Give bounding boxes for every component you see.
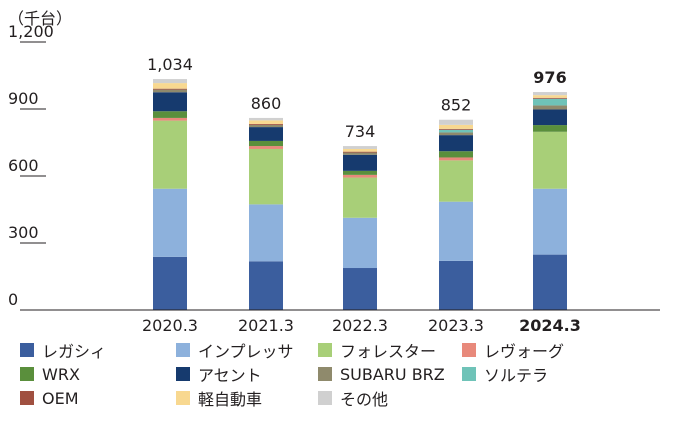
x-axis: 2020.3 2021.3 2022.3 2023.3 2024.3 [20, 309, 660, 335]
bar-segment [249, 123, 283, 125]
y-tick-label: 900 [8, 89, 39, 108]
unit-label: （千台） [8, 9, 72, 28]
bar-segment [533, 125, 567, 132]
bar-segment [153, 256, 187, 310]
bar-segment [439, 160, 473, 202]
y-tick-label: 1,200 [8, 22, 54, 41]
bar-segment [153, 89, 187, 93]
bar-segment [343, 146, 377, 149]
bar-segment [439, 124, 473, 129]
bar-segment [343, 170, 377, 175]
bar-segment [249, 204, 283, 262]
bar-segment [533, 98, 567, 106]
bar-segment [343, 152, 377, 155]
bar-segment [153, 120, 187, 189]
bar-segment [343, 154, 377, 171]
bar-segment [439, 260, 473, 310]
bar-segment [153, 188, 187, 257]
x-tick-label: 2024.3 [519, 316, 581, 335]
bar-segment [533, 131, 567, 189]
bar-segment [343, 148, 377, 152]
bar-total-label: 852 [441, 96, 472, 115]
y-tick-label: 600 [8, 156, 39, 175]
bar-segment [249, 140, 283, 147]
bar-total-label: 860 [251, 94, 282, 113]
y-axis: 0 300 600 900 1,200 [8, 22, 54, 309]
bar-segment [153, 88, 187, 90]
bar-segment [439, 119, 473, 125]
bar-segment [343, 151, 377, 153]
bars: 1,034 860 734 852 976 [147, 55, 567, 310]
x-tick-label: 2022.3 [332, 316, 388, 335]
bar-segment [249, 261, 283, 310]
bar-segment [249, 146, 283, 149]
y-tick-label: 300 [8, 223, 39, 242]
bar-segment [533, 188, 567, 255]
bar-segment [249, 124, 283, 128]
bar-segment [439, 132, 473, 136]
x-tick-label: 2021.3 [238, 316, 294, 335]
y-tick-label: 0 [8, 290, 18, 309]
bar-segment [249, 148, 283, 205]
x-tick-label: 2023.3 [428, 316, 484, 335]
bar-segment [439, 157, 473, 161]
bar-segment [343, 268, 377, 310]
x-tick-label: 2020.3 [142, 316, 198, 335]
bar-segment [153, 79, 187, 84]
bar-segment [343, 217, 377, 269]
bar-segment [153, 83, 187, 89]
bar-segment [343, 174, 377, 178]
bar-segment [153, 111, 187, 118]
bar-segment [533, 95, 567, 98]
bar-segment [439, 129, 473, 133]
bar-segment [249, 117, 283, 121]
bar-segment [249, 120, 283, 124]
bar-segment [439, 128, 473, 130]
bar-segment [439, 151, 473, 158]
bar-segment [439, 201, 473, 261]
bar-segment [533, 254, 567, 310]
bar-segment [153, 117, 187, 121]
bar-segment [533, 92, 567, 96]
bar-total-label: 976 [533, 68, 566, 87]
bar-segment [533, 109, 567, 126]
bar-total-label: 1,034 [147, 55, 193, 74]
bar-segment [249, 127, 283, 141]
bar-segment [343, 177, 377, 218]
bar-segment [533, 97, 567, 99]
bar-segment [533, 105, 567, 110]
bar-segment [153, 92, 187, 112]
bar-total-label: 734 [345, 122, 376, 141]
bar-segment [439, 135, 473, 152]
